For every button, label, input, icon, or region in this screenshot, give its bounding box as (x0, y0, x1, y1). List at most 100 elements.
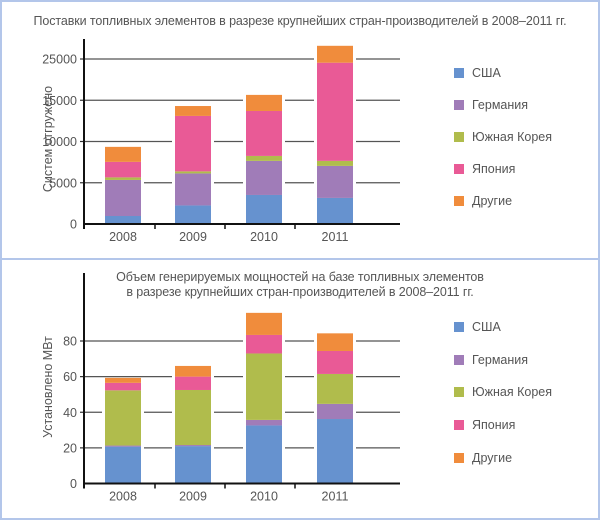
chart-legend: США Германия Южная Корея Япония Другие (454, 57, 552, 217)
legend-label: Южная Корея (472, 385, 552, 400)
bar-segment-Другие-2008 (105, 146, 141, 162)
legend-label: США (472, 66, 501, 80)
bar-segment-Южная Корея-2008 (105, 177, 141, 180)
y-tick-label: 0 (70, 218, 77, 232)
bar-segment-Германия-2011 (317, 165, 353, 198)
bar-segment-США-2009 (175, 205, 211, 224)
chart-title-line-2: в разрезе крупнейших стран-производителе… (126, 285, 474, 299)
x-tick-label: 2010 (250, 490, 278, 504)
chart-title: Поставки топливных элементов в разрезе к… (33, 14, 567, 28)
legend-label: Германия (472, 98, 529, 112)
legend-item: США (454, 311, 552, 344)
legend-item: Германия (454, 344, 552, 377)
legend-item: Южная Корея (454, 121, 552, 153)
bar-segment-Южная Корея-2011 (317, 160, 353, 166)
y-tick-label: 15000 (42, 94, 77, 108)
bar-segment-Другие-2010 (246, 94, 282, 111)
bar-segment-Япония-2011 (317, 62, 353, 161)
x-tick-label: 2009 (179, 490, 207, 504)
legend-swatch (454, 68, 464, 78)
y-tick-label: 60 (63, 370, 77, 384)
y-tick-label: 80 (63, 335, 77, 349)
shipments-chart-panel: Поставки топливных элементов в разрезе к… (2, 2, 598, 258)
bar-segment-Германия-2010 (246, 160, 282, 195)
y-tick-label: 25000 (42, 53, 77, 67)
legend-swatch (454, 387, 464, 398)
bar-segment-Южная Корея-2009 (175, 171, 211, 174)
shipments-chart: 0 5000 10000 15000 25000 2008 2009 2010 2011 (42, 39, 400, 244)
y-tick-label: 40 (63, 406, 77, 420)
bar-segment-Япония-2010 (246, 334, 282, 354)
legend-label: США (472, 320, 501, 335)
legend-swatch (454, 132, 464, 142)
legend-swatch (454, 164, 464, 174)
bar-segment-Другие-2011 (317, 333, 353, 351)
bar-segment-Другие-2008 (105, 377, 141, 383)
bar-segment-Япония-2008 (105, 382, 141, 391)
panel-divider (0, 258, 600, 260)
x-tick-label: 2009 (179, 230, 207, 244)
chart-title-line-1: Объем генерируемых мощностей на базе топ… (116, 270, 484, 284)
bar-segment-Другие-2009 (175, 365, 211, 377)
legend-label: Другие (472, 450, 513, 465)
bar-segment-Южная Корея-2009 (175, 389, 211, 446)
y-tick-label: 10000 (42, 135, 77, 149)
legend-swatch (454, 452, 464, 463)
y-tick-label: 20 (63, 441, 77, 455)
bar-segment-Германия-2008 (105, 179, 141, 216)
bar-segment-США-2011 (317, 419, 353, 484)
legend-item: Япония (454, 409, 552, 442)
capacity-chart: 0 20 40 60 80 2008 2009 2010 2011 (63, 273, 400, 504)
legend-item: США (454, 57, 552, 89)
bar-segment-Япония-2009 (175, 115, 211, 172)
x-tick-label: 2011 (322, 490, 349, 504)
y-tick-label: 5000 (49, 176, 77, 190)
legend-item: Другие (454, 185, 552, 217)
legend-item: Другие (454, 441, 552, 474)
bar-segment-США-2010 (246, 425, 282, 484)
bar-segment-Германия-2010 (246, 419, 282, 426)
legend-label: Япония (472, 162, 516, 176)
bar-segment-Германия-2009 (175, 173, 211, 206)
bar-segment-США-2008 (105, 215, 141, 224)
legend-item: Япония (454, 153, 552, 185)
chart-legend: США Германия Южная Корея Япония Другие (454, 311, 552, 474)
bar-segment-Германия-2009 (175, 445, 211, 447)
bar-segment-Япония-2010 (246, 110, 282, 156)
bar-segment-Германия-2008 (105, 445, 141, 447)
bar-segment-Южная Корея-2010 (246, 155, 282, 161)
x-tick-label: 2008 (109, 230, 137, 244)
bar-segment-США-2011 (317, 197, 353, 224)
bar-segment-Южная Корея-2010 (246, 353, 282, 420)
legend-swatch (454, 322, 464, 333)
legend-item: Южная Корея (454, 376, 552, 409)
bar-segment-Другие-2009 (175, 106, 211, 116)
x-tick-label: 2008 (109, 490, 137, 504)
chart-title: Объем генерируемых мощностей на базе топ… (2, 270, 598, 300)
legend-label: Южная Корея (472, 130, 552, 144)
bar-segment-Япония-2009 (175, 376, 211, 390)
legend-label: Германия (472, 352, 529, 367)
legend-item: Германия (454, 89, 552, 121)
bar-segment-США-2008 (105, 446, 141, 484)
legend-label: Другие (472, 194, 513, 208)
bar-segment-Другие-2011 (317, 45, 353, 63)
bar-segment-США-2009 (175, 446, 211, 484)
x-tick-label: 2010 (250, 230, 278, 244)
bar-segment-Германия-2011 (317, 403, 353, 420)
bar-segment-Япония-2011 (317, 350, 353, 374)
bar-segment-США-2010 (246, 194, 282, 224)
x-tick-label: 2011 (322, 230, 349, 244)
legend-swatch (454, 196, 464, 206)
bar-segment-Южная Корея-2011 (317, 373, 353, 404)
bar-segment-Япония-2008 (105, 161, 141, 178)
y-tick-label: 0 (70, 477, 77, 491)
bar-segment-Южная Корея-2008 (105, 390, 141, 446)
capacity-chart-panel: Объем генерируемых мощностей на базе топ… (2, 260, 598, 518)
legend-swatch (454, 420, 464, 431)
legend-label: Япония (472, 418, 516, 433)
legend-swatch (454, 354, 464, 365)
bar-segment-Другие-2010 (246, 312, 282, 335)
legend-swatch (454, 100, 464, 110)
